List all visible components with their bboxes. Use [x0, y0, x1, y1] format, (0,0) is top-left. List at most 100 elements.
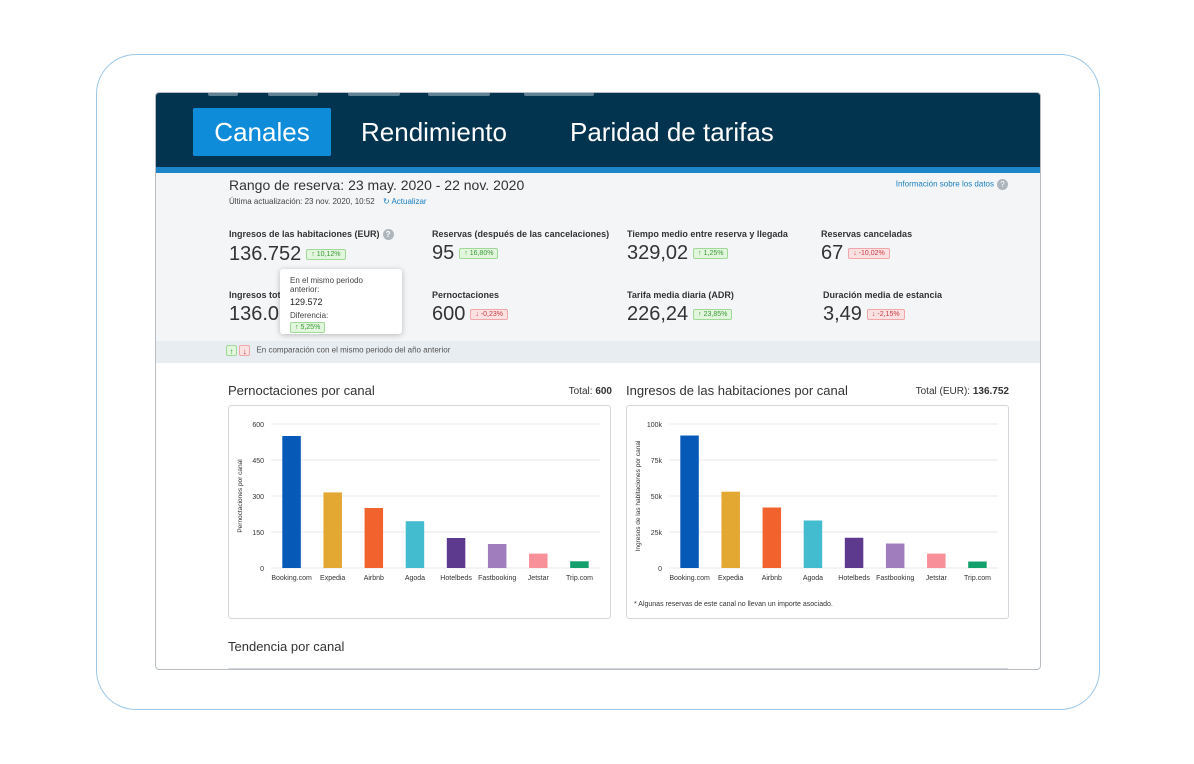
change-badge-up: ↑ 23,85%: [693, 309, 733, 320]
y-tick-label: 25k: [651, 530, 663, 537]
chart-footnote: * Algunas reservas de este canal no llev…: [634, 601, 833, 608]
tab-canales[interactable]: Canales: [193, 108, 331, 156]
kpi-label: Reservas canceladas: [821, 229, 913, 239]
refresh-label: Actualizar: [391, 197, 427, 206]
y-tick-label: 0: [260, 566, 264, 573]
kpi-duracion-media: Duración media de estancia 3,49 ↓ -2,15%: [823, 290, 942, 326]
x-tick-label: Airbnb: [364, 575, 384, 582]
legend-strip: [156, 341, 1040, 363]
x-tick-label: Jetstar: [926, 575, 948, 582]
tooltip-difference-label: Diferencia:: [290, 311, 329, 320]
change-badge-up: ↑ 10,12%: [306, 249, 346, 261]
bar-hotelbeds: [446, 538, 466, 568]
change-badge-down: ↓ -0,23%: [470, 309, 509, 320]
chart-total-pernoctaciones: Total: 600: [568, 386, 612, 397]
kpi-label: Reservas (después de las cancelaciones): [432, 229, 610, 239]
comparison-legend-text: En comparación con el mismo periodo del …: [256, 345, 451, 355]
change-badge-up: ↑ 16,80%: [459, 248, 499, 259]
change-badge-down: ↓ -10,02%: [848, 248, 890, 259]
bar-hotelbeds: [844, 537, 864, 568]
bar-jetstar: [927, 553, 946, 568]
bar-agoda: [405, 521, 425, 568]
tooltip-previous-value: 129.572: [290, 297, 323, 307]
chart-svg: 0 25k 50k 75k 100k Ingresos de las habitacion…: [635, 422, 998, 582]
y-tick-label: 450: [252, 458, 264, 465]
y-tick-label: 0: [658, 566, 662, 573]
x-tick-label: Fastbooking: [876, 575, 914, 582]
kpi-label: Duración media de estancia: [823, 290, 943, 300]
y-tick-label: 50k: [651, 494, 663, 501]
y-tick-label: 100k: [647, 422, 663, 429]
tooltip-previous-label: En el mismo periodo anterior:: [290, 276, 363, 294]
x-tick-label: Agoda: [405, 575, 425, 582]
top-navigation-clipped: [156, 93, 1040, 97]
bar-expedia: [323, 492, 342, 568]
x-tick-label: Expedia: [320, 575, 345, 582]
x-tick-label: Fastbooking: [478, 575, 516, 582]
bar-airbnb: [762, 507, 782, 568]
refresh-link[interactable]: ↻ Actualizar: [383, 197, 427, 206]
chart-title-pernoctaciones: Pernoctaciones por canal: [228, 383, 375, 398]
header: Canales Rendimiento Paridad de tarifas: [156, 93, 1040, 173]
kpi-ingresos-habitaciones: Ingresos de las habitaciones (EUR)? 136.…: [229, 229, 394, 266]
bar-airbnb: [364, 508, 384, 568]
kpi-label: Ingresos de las habitaciones (EUR): [229, 229, 380, 239]
booking-range: Rango de reserva: 23 may. 2020 - 22 nov.…: [229, 177, 525, 193]
kpi-value: 67: [821, 242, 844, 264]
bar-trip-com: [570, 561, 589, 568]
kpi-value: 226,24: [627, 303, 689, 325]
device-frame: [96, 54, 1100, 710]
last-updated-text: Última actualización: 23 nov. 2020, 10:5…: [229, 197, 375, 206]
y-axis-label: Ingresos de las habitaciones por canal: [635, 440, 642, 551]
y-axis-label: Pernoctaciones por canal: [237, 459, 244, 533]
x-tick-label: Hotelbeds: [838, 575, 870, 582]
x-tick-label: Booking.com: [669, 575, 710, 582]
x-tick-label: Airbnb: [762, 575, 782, 582]
kpi-value: 600: [432, 303, 466, 325]
kpi-adr: Tarifa media diaria (ADR) 226,24 ↑ 23,85%: [627, 290, 734, 326]
x-tick-label: Agoda: [803, 575, 823, 582]
trend-chart-box: [228, 668, 1008, 669]
x-tick-label: Trip.com: [964, 575, 991, 582]
tab-paridad-de-tarifas[interactable]: Paridad de tarifas: [570, 117, 774, 147]
arrow-down-icon: ↓: [239, 345, 251, 356]
comparison-tooltip: En el mismo periodo anterior: 129.572 Di…: [280, 269, 402, 334]
bar-expedia: [721, 491, 740, 568]
chart-svg: 0 150 300 450 600 Pernoctaciones por canal Boo…: [237, 422, 600, 582]
x-tick-label: Jetstar: [528, 575, 550, 582]
data-info-link[interactable]: Información sobre los datos?: [896, 179, 1008, 190]
bar-fastbooking: [885, 543, 905, 568]
comparison-legend: ↑ ↓ En comparación con el mismo periodo …: [226, 345, 450, 356]
x-tick-label: Expedia: [718, 575, 743, 582]
change-badge-up: ↑ 1,25%: [693, 248, 729, 259]
kpi-reservas-canceladas: Reservas canceladas 67 ↓ -10,02%: [821, 229, 912, 265]
bar-agoda: [803, 520, 823, 568]
x-tick-label: Trip.com: [566, 575, 593, 582]
kpi-tiempo-medio: Tiempo medio entre reserva y llegada 329…: [627, 229, 788, 265]
change-badge-down: ↓ -2,15%: [866, 309, 905, 320]
trend-title: Tendencia por canal: [228, 639, 345, 654]
kpi-value: 329,02: [627, 242, 689, 264]
app-window: Canales Rendimiento Paridad de tarifas R…: [155, 92, 1041, 670]
chart-pernoctaciones-por-canal: 0 150 300 450 600 Pernoctaciones por canal Boo…: [228, 405, 611, 619]
refresh-icon: ↻: [382, 197, 390, 206]
kpi-value: 3,49: [823, 303, 862, 325]
tooltip-change-badge: ↑ 5,25%: [290, 322, 326, 333]
bar-trip-com: [968, 561, 987, 568]
kpi-pernoctaciones: Pernoctaciones 600 ↓ -0,23%: [432, 290, 509, 326]
help-icon[interactable]: ?: [382, 229, 394, 241]
chart-ingresos-por-canal: 0 25k 50k 75k 100k Ingresos de las habitacion…: [626, 405, 1009, 619]
kpi-reservas: Reservas (después de las cancelaciones) …: [432, 229, 609, 265]
kpi-label: Tiempo medio entre reserva y llegada: [627, 229, 788, 239]
kpi-label: Ingresos tota: [229, 290, 286, 300]
data-info-label: Información sobre los datos: [895, 179, 994, 189]
chart-total-ingresos: Total (EUR): 136.752: [915, 386, 1009, 397]
bar-booking-com: [680, 435, 699, 568]
kpi-label: Tarifa media diaria (ADR): [627, 290, 734, 300]
bar-fastbooking: [487, 544, 507, 568]
tab-rendimiento[interactable]: Rendimiento: [361, 117, 507, 147]
header-accent-stripe: [156, 167, 1040, 173]
y-tick-label: 300: [252, 494, 264, 501]
y-tick-label: 75k: [651, 458, 663, 465]
kpi-value: 136.0: [229, 303, 280, 325]
